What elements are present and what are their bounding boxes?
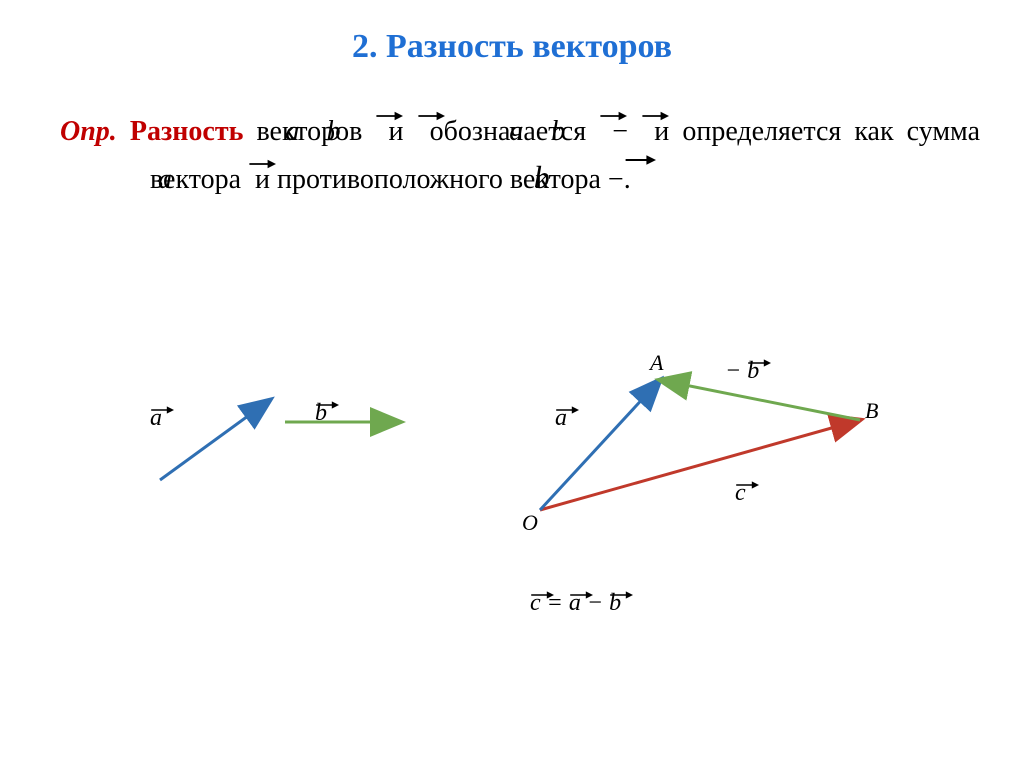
- diagram-left-svg: [150, 380, 410, 500]
- left-label-a: a: [150, 405, 162, 432]
- point-label-O: O: [522, 510, 538, 536]
- diagram-left: a b: [150, 380, 410, 500]
- definition-label: Опр.: [60, 116, 117, 147]
- right-label-c: c: [735, 480, 746, 507]
- def-text-5: .: [624, 164, 631, 195]
- def-text-1: векторов: [243, 116, 375, 147]
- neg-sign: −: [608, 164, 624, 195]
- point-label-A: A: [650, 350, 663, 376]
- left-label-b: b: [315, 400, 327, 427]
- definition-term: Разность: [130, 116, 243, 147]
- def-text-and: и: [375, 116, 416, 147]
- def-text-2: обозначается: [417, 116, 600, 147]
- slide: 2. Разность векторов Опр. Разность векто…: [0, 0, 1024, 768]
- point-label-B: B: [865, 398, 878, 424]
- diagram-right-svg: [500, 350, 900, 550]
- right-label-a: a: [555, 405, 567, 432]
- result-formula: c = a − b: [530, 590, 621, 617]
- right-vector-neg-b: [660, 380, 860, 420]
- right-vector-c: [540, 420, 860, 510]
- minus-sign-1: −: [599, 116, 641, 147]
- definition-block: Опр. Разность векторов a и b обозначаетс…: [60, 110, 980, 203]
- right-vector-a: [540, 380, 660, 510]
- def-text-4: и противоположного вектора: [248, 164, 608, 195]
- left-vector-a: [160, 400, 270, 480]
- slide-title: 2. Разность векторов: [0, 28, 1024, 66]
- right-label-neg-b: − b: [725, 358, 759, 385]
- diagram-right: O A B a − b c: [500, 350, 900, 550]
